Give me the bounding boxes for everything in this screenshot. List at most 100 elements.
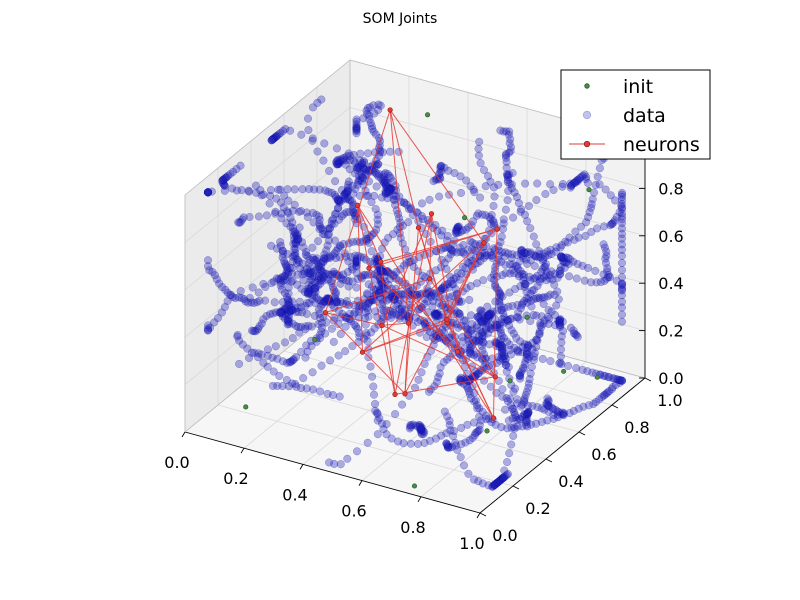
- data-point: [538, 354, 547, 363]
- data-point: [544, 251, 553, 260]
- data-point: [219, 175, 228, 184]
- data-point: [534, 253, 543, 262]
- data-point: [458, 262, 467, 271]
- neuron-link: [381, 213, 432, 326]
- data-point: [556, 266, 565, 275]
- data-point: [556, 269, 565, 278]
- data-point: [396, 289, 406, 298]
- data-point: [283, 264, 292, 273]
- data-point: [407, 421, 416, 430]
- data-point: [288, 263, 297, 273]
- data-point: [310, 272, 319, 281]
- data-point: [509, 213, 518, 222]
- data-point: [390, 191, 399, 200]
- data-point: [275, 308, 284, 317]
- data-point: [203, 188, 213, 197]
- data-point: [462, 382, 472, 391]
- data-point: [555, 270, 564, 279]
- data-point: [334, 351, 343, 360]
- data-point: [521, 280, 530, 289]
- data-point: [453, 268, 462, 277]
- data-point: [526, 369, 535, 378]
- data-point: [593, 172, 602, 181]
- data-point: [544, 407, 553, 416]
- data-point: [417, 199, 427, 208]
- y-axis-line: [479, 377, 646, 514]
- data-point: [232, 164, 241, 174]
- data-point: [203, 321, 213, 330]
- data-point: [470, 431, 479, 440]
- x-tick-label: 0.4: [282, 485, 307, 504]
- data-point: [574, 404, 583, 413]
- data-point: [406, 205, 416, 214]
- data-point: [431, 310, 440, 319]
- data-point: [443, 442, 453, 451]
- data-point: [505, 340, 514, 350]
- data-point: [210, 318, 219, 327]
- data-point: [518, 422, 527, 431]
- data-point: [503, 173, 512, 182]
- data-point: [576, 173, 585, 183]
- init-point: [411, 483, 418, 489]
- data-point: [341, 276, 350, 285]
- data-point: [520, 360, 529, 369]
- data-point: [602, 247, 611, 256]
- data-point: [539, 255, 548, 264]
- data-point: [448, 279, 457, 289]
- data-point: [284, 268, 293, 277]
- data-point: [462, 176, 471, 185]
- data-point: [320, 250, 329, 259]
- data-point: [521, 390, 530, 400]
- data-point: [450, 168, 459, 178]
- data-point: [237, 293, 246, 303]
- data-point: [452, 225, 461, 234]
- data-point: [250, 348, 259, 357]
- data-point: [333, 271, 342, 280]
- data-point: [336, 156, 345, 165]
- data-point: [508, 260, 517, 269]
- data-point: [472, 211, 481, 220]
- data-point: [392, 310, 401, 319]
- data-point: [378, 267, 387, 276]
- data-point: [226, 291, 235, 300]
- data-point: [489, 244, 498, 253]
- data-point: [572, 331, 581, 340]
- data-point: [330, 219, 339, 228]
- data-point: [375, 170, 384, 179]
- data-point: [324, 187, 333, 196]
- data-point: [235, 218, 244, 227]
- data-point: [435, 192, 444, 201]
- data-point: [555, 319, 565, 328]
- grid-line: [184, 201, 351, 338]
- data-point: [587, 227, 596, 236]
- data-point: [515, 315, 524, 324]
- data-point: [484, 322, 493, 331]
- data-point: [501, 269, 510, 278]
- data-point: [278, 273, 287, 282]
- data-point: [309, 255, 318, 264]
- data-point: [512, 250, 521, 260]
- neuron-link: [357, 205, 363, 353]
- data-point: [521, 356, 530, 366]
- data-point: [589, 400, 598, 409]
- data-point: [494, 180, 503, 189]
- data-point: [386, 147, 395, 156]
- data-point: [205, 266, 214, 275]
- data-point: [472, 349, 481, 358]
- data-point: [305, 288, 314, 298]
- data-point: [497, 248, 507, 257]
- data-point: [384, 268, 393, 277]
- data-point: [514, 308, 523, 317]
- data-point: [396, 197, 406, 206]
- data-point: [373, 430, 382, 439]
- grid-line: [184, 249, 351, 385]
- y-tick-label: 0.2: [525, 499, 550, 518]
- data-point: [496, 291, 505, 300]
- data-point: [573, 332, 582, 342]
- data-point: [542, 400, 551, 409]
- data-point: [417, 423, 426, 432]
- data-point: [320, 253, 329, 263]
- data-point: [362, 289, 372, 298]
- data-point: [342, 297, 351, 306]
- data-point: [306, 276, 315, 285]
